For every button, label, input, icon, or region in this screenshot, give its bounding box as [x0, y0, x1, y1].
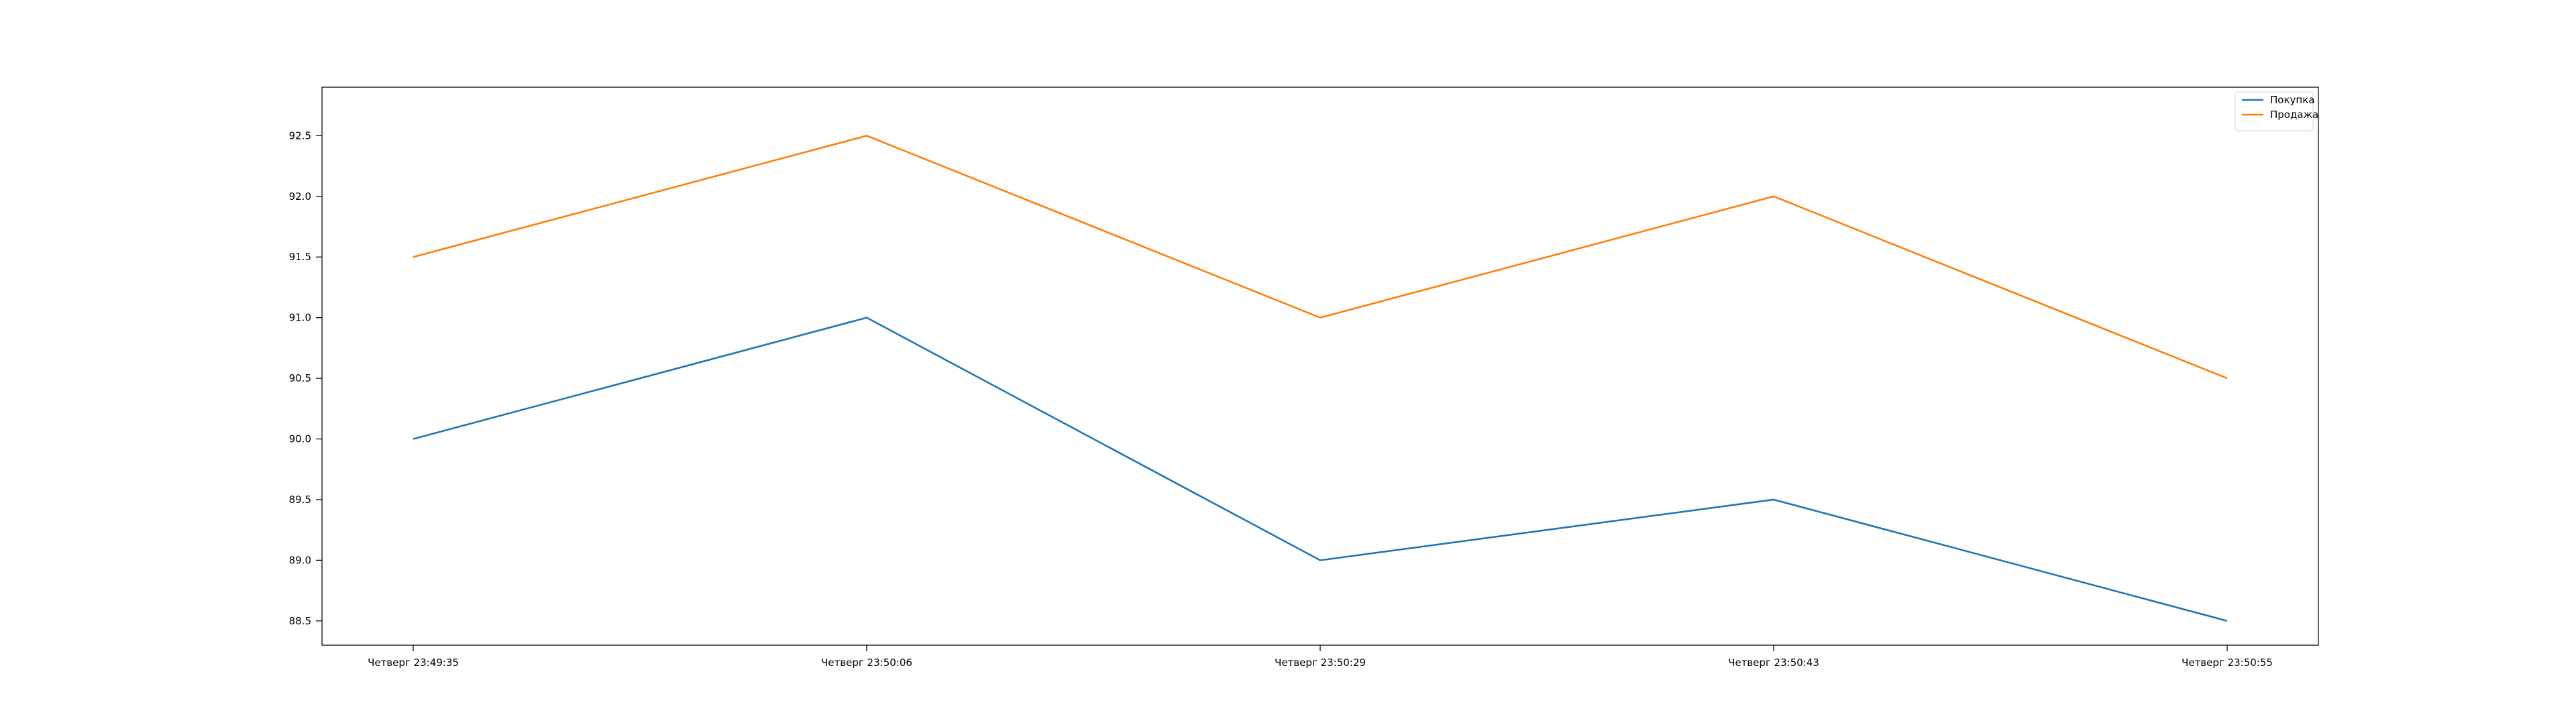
x-tick-label: Четверг 23:50:29	[1275, 657, 1366, 669]
x-tick-label: Четверг 23:50:43	[1728, 657, 1819, 669]
y-tick-label: 91.5	[289, 251, 311, 263]
y-tick-label: 89.5	[289, 494, 311, 506]
x-axis: Четверг 23:49:35 Четверг 23:50:06 Четверг …	[368, 645, 2273, 669]
plot-frame	[321, 87, 2319, 646]
series-group	[413, 135, 2228, 622]
y-tick-label: 91.0	[289, 312, 311, 324]
legend-label-1: Покупка	[2270, 94, 2314, 106]
y-tick-label: 92.5	[289, 129, 311, 142]
x-tick-label: Четверг 23:50:55	[2182, 657, 2273, 669]
x-tick-label: Четверг 23:49:35	[368, 657, 459, 669]
y-axis: 88.5 89.0 89.5 90.0 90.5 91.0 91.5 92.0 92.5	[289, 129, 322, 627]
y-tick-label: 88.5	[289, 615, 311, 627]
y-tick-label: 90.5	[289, 372, 311, 384]
legend: Покупка Продажа	[2235, 91, 2318, 131]
series-line-1	[413, 317, 2228, 622]
x-tick-label: Четверг 23:50:06	[821, 657, 912, 669]
y-tick-label: 92.0	[289, 190, 311, 203]
legend-box	[2235, 91, 2314, 131]
y-tick-label: 89.0	[289, 554, 311, 566]
series-line-2	[413, 135, 2228, 380]
y-tick-label: 90.0	[289, 433, 311, 445]
legend-label-2: Продажа	[2270, 109, 2318, 121]
